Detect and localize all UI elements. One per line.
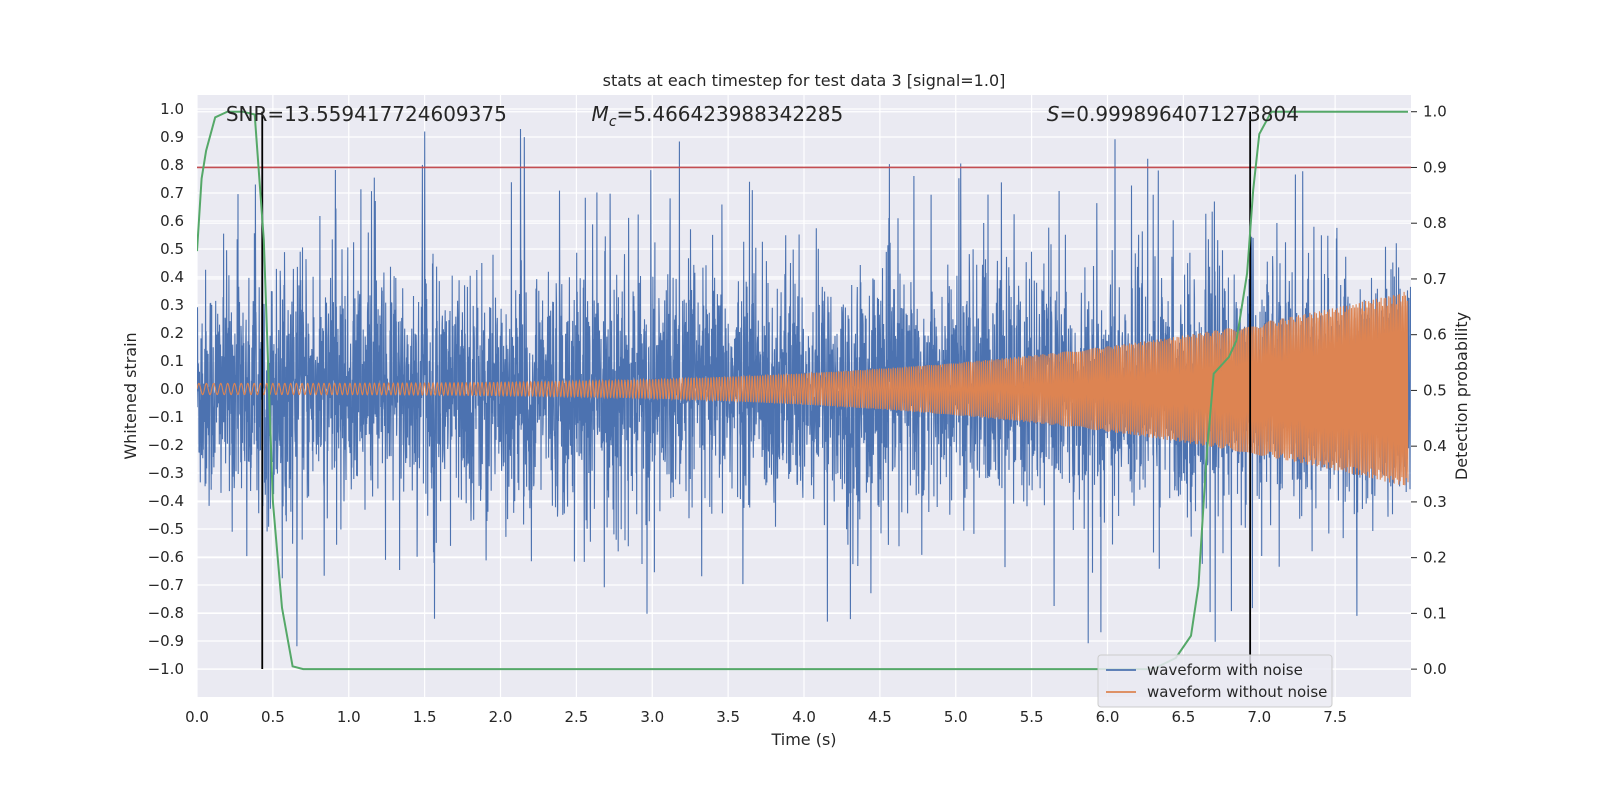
left-y-tick-label: 0.0 bbox=[160, 380, 184, 398]
left-y-tick-labels: −1.0 −0.9 −0.8 −0.7 −0.6 −0.5 −0.4 −0.3 −0.2 −0.1… bbox=[148, 100, 184, 678]
legend-label-waveform-without-noise: waveform without noise bbox=[1147, 683, 1327, 701]
left-y-tick-label: 0.3 bbox=[160, 296, 184, 314]
right-y-tick-label: 0.6 bbox=[1423, 326, 1447, 344]
left-y-tick-label: 0.1 bbox=[160, 352, 184, 370]
series-waveform-without-noise bbox=[197, 291, 1409, 486]
x-tick-label: 3.0 bbox=[640, 708, 664, 726]
legend-label-waveform-with-noise: waveform with noise bbox=[1147, 661, 1303, 679]
x-tick-label: 1.0 bbox=[337, 708, 361, 726]
chirp-mass-symbol: M bbox=[592, 102, 609, 126]
right-y-tick-label: 0.2 bbox=[1423, 549, 1447, 567]
s-annotation: S=0.9998964071273804 bbox=[1047, 102, 1299, 126]
right-y-tick-label: 0.0 bbox=[1423, 660, 1447, 678]
left-y-tick-label: −0.1 bbox=[148, 408, 184, 426]
vertical-lines bbox=[261, 111, 1252, 669]
right-y-tick-label: 0.9 bbox=[1423, 158, 1447, 176]
right-y-tick-label: 0.5 bbox=[1423, 381, 1447, 399]
chirp-mass-subscript: c bbox=[609, 114, 617, 130]
right-y-axis-label: Detection probability bbox=[1452, 312, 1471, 480]
right-y-tick-label: 0.3 bbox=[1423, 493, 1447, 511]
x-tick-label: 4.0 bbox=[792, 708, 816, 726]
left-y-tick-label: 0.5 bbox=[160, 240, 184, 258]
series-detection-probability bbox=[197, 110, 1408, 671]
right-y-tick-label: 0.7 bbox=[1423, 270, 1447, 288]
left-y-tick-label: 0.2 bbox=[160, 324, 184, 342]
x-tick-label: 6.5 bbox=[1171, 708, 1195, 726]
left-y-tick-label: −0.2 bbox=[148, 436, 184, 454]
x-tick-label: 6.0 bbox=[1096, 708, 1120, 726]
right-y-tick-label: 0.8 bbox=[1423, 214, 1447, 232]
left-y-tick-label: 0.4 bbox=[160, 268, 184, 286]
x-axis-label: Time (s) bbox=[770, 730, 836, 749]
plot-area bbox=[197, 110, 1411, 671]
left-y-tick-label: −0.8 bbox=[148, 604, 184, 622]
snr-annotation: SNR=13.559417724609375 bbox=[226, 102, 507, 126]
x-tick-label: 0.0 bbox=[185, 708, 209, 726]
x-tick-label: 5.5 bbox=[1020, 708, 1044, 726]
x-tick-label: 3.5 bbox=[716, 708, 740, 726]
x-tick-label: 5.0 bbox=[944, 708, 968, 726]
left-y-tick-label: 0.7 bbox=[160, 184, 184, 202]
chart-title: stats at each timestep for test data 3 [… bbox=[603, 71, 1006, 90]
left-y-tick-label: −0.9 bbox=[148, 632, 184, 650]
left-y-tick-label: 0.9 bbox=[160, 128, 184, 146]
left-y-tick-label: 0.8 bbox=[160, 156, 184, 174]
left-y-tick-label: −0.3 bbox=[148, 464, 184, 482]
right-y-tick-label: 0.1 bbox=[1423, 604, 1447, 622]
chirp-mass-value: =5.466423988342285 bbox=[617, 102, 844, 126]
x-tick-label: 2.5 bbox=[564, 708, 588, 726]
snr-annotation-label: SNR bbox=[226, 102, 268, 126]
snr-annotation-value: =13.559417724609375 bbox=[267, 102, 506, 126]
legend: waveform with noise waveform without noi… bbox=[1097, 654, 1333, 708]
x-tick-label: 0.5 bbox=[261, 708, 285, 726]
left-y-tick-label: 1.0 bbox=[160, 100, 184, 118]
x-tick-label: 1.5 bbox=[413, 708, 437, 726]
left-y-tick-label: −0.6 bbox=[148, 548, 184, 566]
x-tick-label: 4.5 bbox=[868, 708, 892, 726]
x-tick-label: 7.0 bbox=[1247, 708, 1271, 726]
x-tick-label: 2.0 bbox=[489, 708, 513, 726]
right-y-tick-label: 1.0 bbox=[1423, 103, 1447, 121]
s-annotation-value: =0.9998964071273804 bbox=[1060, 102, 1299, 126]
x-tick-label: 7.5 bbox=[1323, 708, 1347, 726]
right-y-tick-labels: 0.0 0.1 0.2 0.3 0.4 0.5 0.6 0.7 0.8 0.9 1.0 bbox=[1411, 103, 1447, 678]
left-y-tick-label: −0.5 bbox=[148, 520, 184, 538]
left-y-tick-label: −0.4 bbox=[148, 492, 184, 510]
right-y-tick-label: 0.4 bbox=[1423, 437, 1447, 455]
chirp-mass-annotation: Mc=5.466423988342285 bbox=[592, 102, 844, 130]
left-y-tick-label: −0.7 bbox=[148, 576, 184, 594]
s-annotation-symbol: S bbox=[1047, 102, 1060, 126]
left-y-axis-label: Whitened strain bbox=[121, 332, 140, 459]
x-tick-labels: 0.0 0.5 1.0 1.5 2.0 2.5 3.0 3.5 4.0 4.5 5.0 5.5 6.0 6… bbox=[185, 708, 1347, 726]
left-y-tick-label: −1.0 bbox=[148, 660, 184, 678]
left-y-tick-label: 0.6 bbox=[160, 212, 184, 230]
legend-box bbox=[1097, 654, 1333, 708]
